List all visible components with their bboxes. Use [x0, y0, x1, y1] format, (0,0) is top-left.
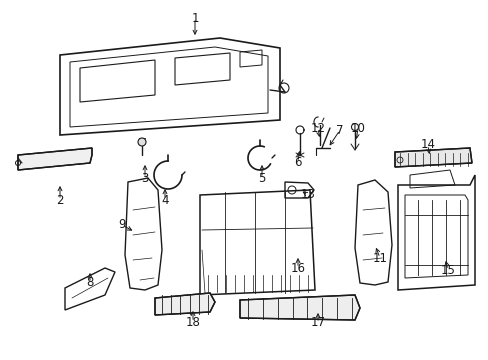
Text: 10: 10 [350, 122, 365, 135]
Text: 6: 6 [294, 156, 301, 168]
Text: 9: 9 [118, 219, 125, 231]
Text: 1: 1 [191, 12, 198, 24]
Text: 11: 11 [372, 252, 386, 265]
Polygon shape [18, 148, 92, 170]
Text: 3: 3 [141, 171, 148, 184]
Text: 16: 16 [290, 261, 305, 274]
Text: 13: 13 [300, 189, 315, 202]
Text: 5: 5 [258, 171, 265, 184]
Circle shape [138, 138, 146, 146]
Text: 18: 18 [185, 315, 200, 328]
Text: 12: 12 [310, 122, 325, 135]
Text: 4: 4 [161, 194, 168, 207]
Text: 15: 15 [440, 264, 454, 276]
Text: 2: 2 [56, 194, 63, 207]
Text: 7: 7 [336, 123, 343, 136]
Polygon shape [240, 295, 359, 320]
Polygon shape [394, 148, 471, 167]
Text: 8: 8 [86, 276, 94, 289]
Text: 14: 14 [420, 139, 435, 152]
Polygon shape [155, 293, 215, 315]
Text: 17: 17 [310, 316, 325, 329]
